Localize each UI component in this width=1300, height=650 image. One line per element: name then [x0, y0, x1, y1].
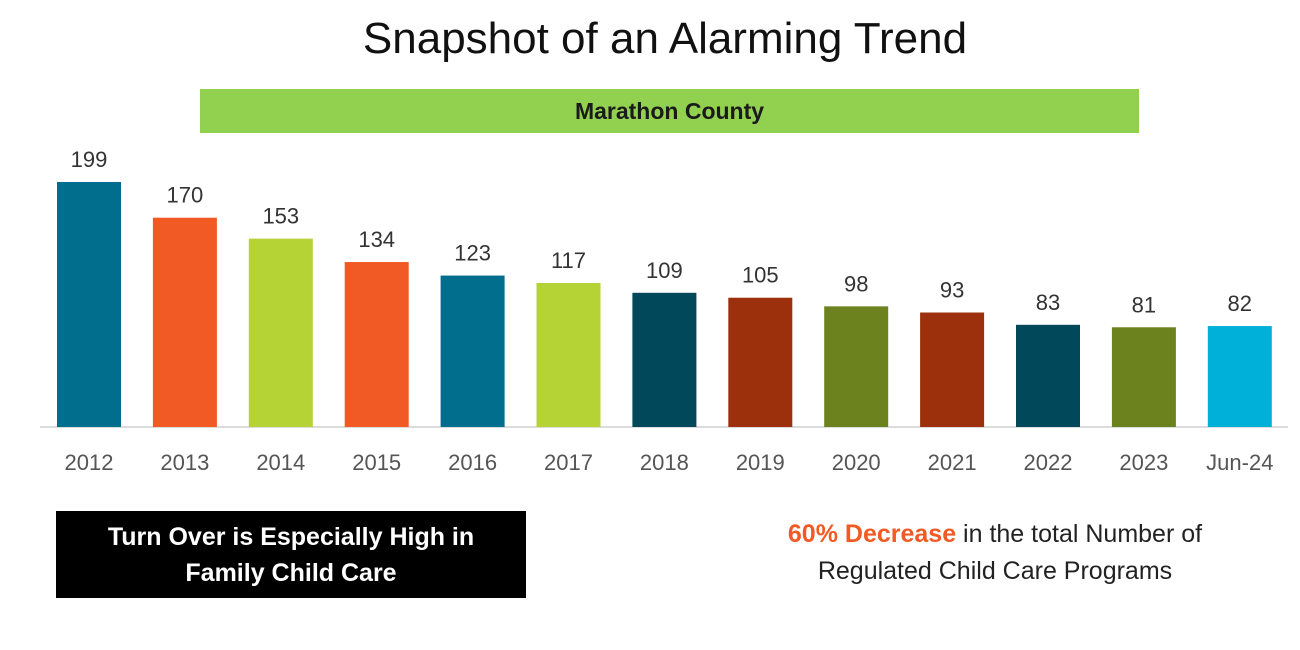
- x-tick-label-2013: 2013: [160, 450, 209, 475]
- data-label-2020: 98: [844, 271, 868, 296]
- bar-2014: [248, 238, 313, 427]
- bar-2022: [1016, 324, 1080, 427]
- data-label-Jun-24: 82: [1228, 291, 1252, 316]
- x-tick-label-2012: 2012: [65, 450, 114, 475]
- county-banner: Marathon County: [200, 89, 1139, 133]
- decrease-text-2: Regulated Child Care Programs: [817, 557, 1173, 585]
- data-label-2013: 170: [167, 183, 204, 208]
- data-label-2015: 134: [358, 227, 395, 252]
- x-tick-label-2016: 2016: [448, 450, 497, 475]
- decrease-callout: 60% Decrease in the total Number of Regu…: [740, 516, 1250, 590]
- x-tick-label-2019: 2019: [736, 450, 785, 475]
- x-tick-label-2023: 2023: [1119, 450, 1168, 475]
- turnover-callout-line1: Turn Over is Especially High in: [107, 522, 475, 551]
- x-tick-label-Jun-24: Jun-24: [1206, 450, 1273, 475]
- decrease-highlight: 60% Decrease: [787, 520, 957, 548]
- x-tick-label-2017: 2017: [544, 450, 593, 475]
- bar-2013: [152, 217, 217, 427]
- data-label-2016: 123: [454, 241, 491, 266]
- x-tick-label-2014: 2014: [256, 450, 305, 475]
- x-tick-label-2021: 2021: [928, 450, 977, 475]
- x-tick-label-2015: 2015: [352, 450, 401, 475]
- bar-2018: [632, 292, 697, 427]
- bar-2021: [920, 312, 985, 427]
- x-tick-label-2018: 2018: [640, 450, 689, 475]
- data-label-2018: 109: [646, 258, 683, 283]
- bar-2023: [1111, 327, 1176, 427]
- x-tick-label-2022: 2022: [1024, 450, 1073, 475]
- bar-Jun-24: [1207, 326, 1272, 427]
- turnover-callout-line2: Family Child Care: [185, 558, 397, 587]
- data-label-2021: 93: [940, 278, 964, 303]
- data-label-2017: 117: [551, 248, 586, 273]
- x-tick-label-2020: 2020: [832, 450, 881, 475]
- data-label-2012: 199: [71, 147, 108, 172]
- chart-title: Snapshot of an Alarming Trend: [362, 14, 968, 63]
- bar-2017: [536, 282, 601, 427]
- bar-2019: [728, 297, 793, 427]
- bar-2015: [344, 262, 409, 427]
- bar-2020: [824, 306, 889, 427]
- data-label-2019: 105: [742, 263, 779, 288]
- turnover-callout: Turn Over is Especially High in Family C…: [56, 511, 526, 598]
- data-label-2022: 83: [1036, 290, 1060, 315]
- decrease-text-1: in the total Number of: [956, 520, 1203, 548]
- bar-2012: [57, 182, 121, 427]
- data-label-2023: 81: [1132, 292, 1156, 317]
- data-label-2014: 153: [262, 204, 299, 229]
- bar-2016: [440, 275, 505, 427]
